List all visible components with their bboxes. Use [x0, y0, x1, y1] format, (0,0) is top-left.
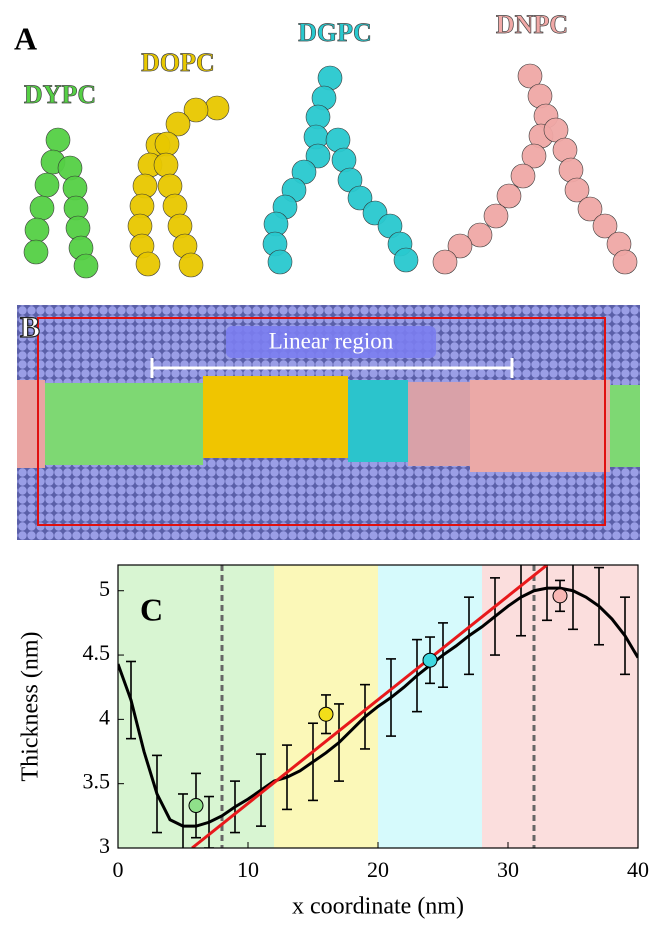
y-tick-label: 3 — [99, 833, 110, 858]
panel-label: A — [14, 20, 37, 56]
bead — [484, 204, 508, 228]
x-tick-label: 10 — [237, 857, 259, 882]
marker — [553, 589, 567, 603]
lipid-label: DYPC — [24, 80, 96, 109]
y-tick-label: 4.5 — [83, 640, 111, 665]
x-tick-label: 40 — [627, 857, 649, 882]
panel-c: 0 10 20 30 40 3 3.5 4 4.5 5 x coordinate (nm) Thick… — [18, 552, 650, 919]
membrane-segment — [45, 383, 203, 465]
x-axis-label: x coordinate (nm) — [292, 894, 464, 920]
marker — [189, 799, 203, 813]
y-axis-label: Thickness (nm) — [18, 632, 44, 782]
membrane-segment — [408, 382, 470, 466]
bead — [205, 96, 229, 120]
page: A DYPC DOPC DGPC DNPC Linear region B 0 10 20… — [0, 0, 653, 927]
bead — [613, 250, 637, 274]
panel-a: A DYPC DOPC DGPC DNPC — [14, 10, 637, 278]
lipid-label: DOPC — [141, 48, 215, 77]
x-tick-label: 30 — [497, 857, 519, 882]
bead — [35, 173, 59, 197]
bead — [24, 240, 48, 264]
bead — [25, 218, 49, 242]
region-band — [378, 565, 482, 848]
membrane-segment — [348, 380, 408, 462]
x-tick-label: 20 — [367, 857, 389, 882]
bead — [433, 250, 457, 274]
bead — [394, 248, 418, 272]
panel-label: B — [20, 311, 40, 344]
bead — [154, 153, 178, 177]
bead — [136, 252, 160, 276]
panel-b: Linear region B — [17, 305, 640, 540]
bead — [155, 132, 179, 156]
bead — [74, 254, 98, 278]
bead — [179, 253, 203, 277]
membrane-segment — [203, 376, 348, 458]
annotation: Linear region — [269, 328, 394, 353]
lipid-label: DNPC — [496, 10, 568, 39]
bead — [268, 250, 292, 274]
bead — [511, 164, 535, 188]
y-tick-label: 3.5 — [83, 769, 111, 794]
y-tick-label: 5 — [99, 576, 110, 601]
bead — [497, 184, 521, 208]
plot-area — [118, 552, 638, 858]
x-tick-label: 0 — [113, 857, 124, 882]
panel-label: C — [140, 591, 163, 627]
bead — [46, 128, 70, 152]
y-tick-label: 4 — [99, 704, 110, 729]
membrane-segment — [17, 380, 45, 468]
membrane-segment — [470, 380, 610, 472]
figure: A DYPC DOPC DGPC DNPC Linear region B 0 10 20… — [0, 0, 653, 927]
marker — [423, 653, 437, 667]
membrane-segment — [610, 385, 640, 467]
marker — [319, 707, 333, 721]
lipid-label: DGPC — [298, 18, 372, 47]
bead — [30, 196, 54, 220]
